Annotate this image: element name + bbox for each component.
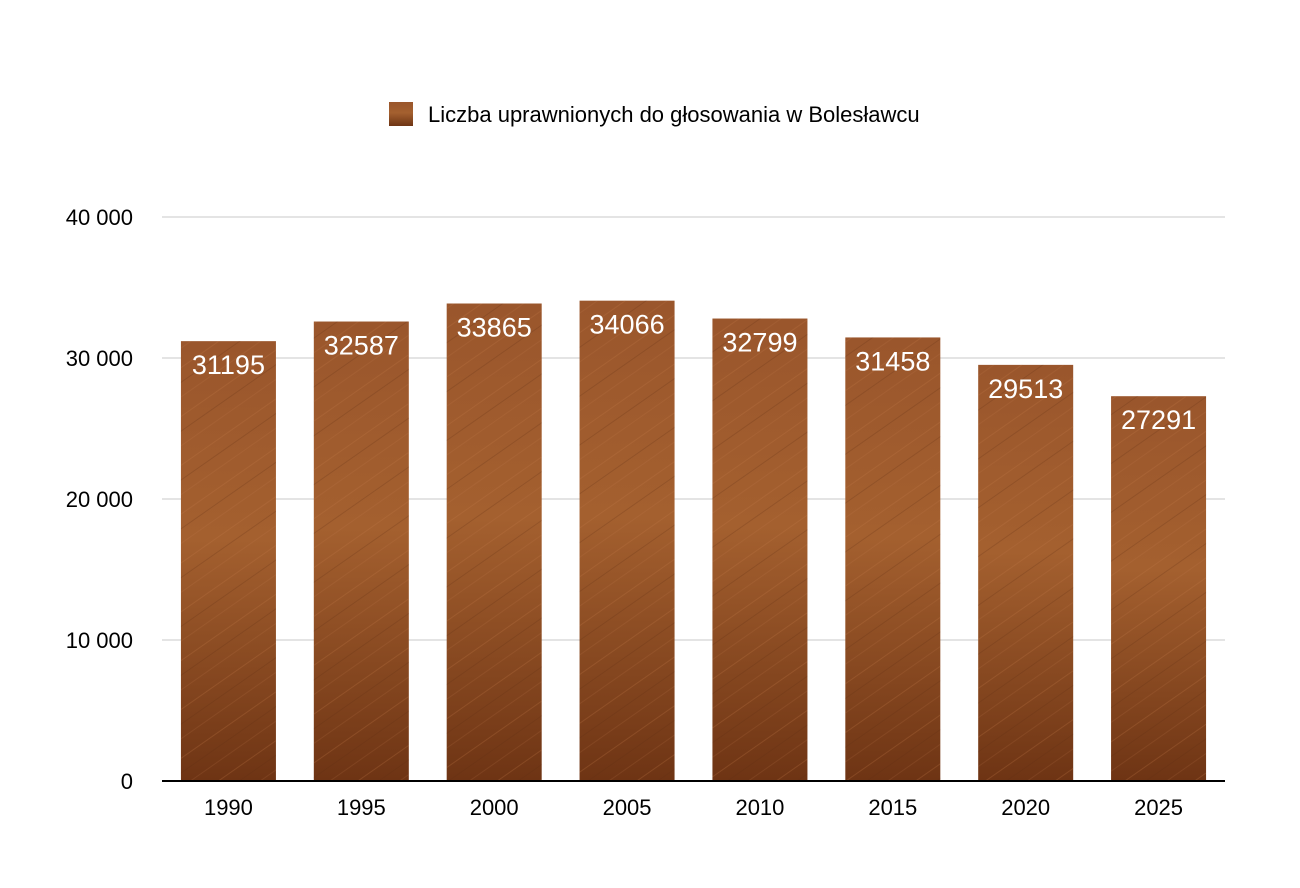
bar-texture: [180, 341, 276, 781]
y-tick-label: 0: [121, 769, 133, 794]
x-tick-label: 2020: [1001, 795, 1050, 820]
bar-2005: [579, 300, 675, 781]
x-tick-label: 1990: [204, 795, 253, 820]
bar-texture: [579, 300, 675, 781]
bar-texture: [313, 321, 409, 781]
x-axis-tick-labels: 1990 1995 2000 2005 2010 2015 2020 2025: [204, 795, 1183, 820]
bar-2025: [1111, 396, 1207, 781]
data-label: 33865: [457, 313, 532, 343]
bar-2015: [845, 337, 941, 781]
legend-swatch: [389, 102, 413, 126]
x-tick-label: 1995: [337, 795, 386, 820]
x-tick-label: 2005: [603, 795, 652, 820]
bar-2010: [712, 318, 808, 781]
data-label: 34066: [590, 310, 665, 340]
bar-texture: [978, 364, 1074, 781]
data-label: 31458: [855, 346, 930, 376]
bar-texture: [446, 303, 542, 781]
data-labels: 31195 32587 33865 34066 32799 31458 29513 27291: [192, 310, 1196, 436]
bar-texture: [845, 337, 941, 781]
y-tick-label: 10 000: [66, 628, 133, 653]
data-label: 32799: [722, 328, 797, 358]
data-label: 31195: [192, 350, 265, 380]
data-label: 32587: [324, 331, 399, 361]
x-tick-label: 2000: [470, 795, 519, 820]
bar-2000: [446, 303, 542, 781]
y-tick-label: 30 000: [66, 346, 133, 371]
y-tick-label: 40 000: [66, 205, 133, 230]
bar-2020: [978, 364, 1074, 781]
bar-texture: [712, 318, 808, 781]
y-axis-tick-labels: 0 10 000 20 000 30 000 40 000: [66, 205, 133, 794]
data-label: 27291: [1121, 405, 1196, 435]
bar-1995: [313, 321, 409, 781]
bar-texture: [1111, 396, 1207, 781]
x-tick-label: 2025: [1134, 795, 1183, 820]
x-tick-label: 2010: [735, 795, 784, 820]
data-label: 29513: [988, 374, 1063, 404]
y-tick-label: 20 000: [66, 487, 133, 512]
bar-1990: [180, 341, 276, 781]
x-tick-label: 2015: [868, 795, 917, 820]
bars: [180, 300, 1207, 781]
legend: Liczba uprawnionych do głosowania w Bole…: [389, 102, 920, 127]
legend-label: Liczba uprawnionych do głosowania w Bole…: [428, 102, 920, 127]
